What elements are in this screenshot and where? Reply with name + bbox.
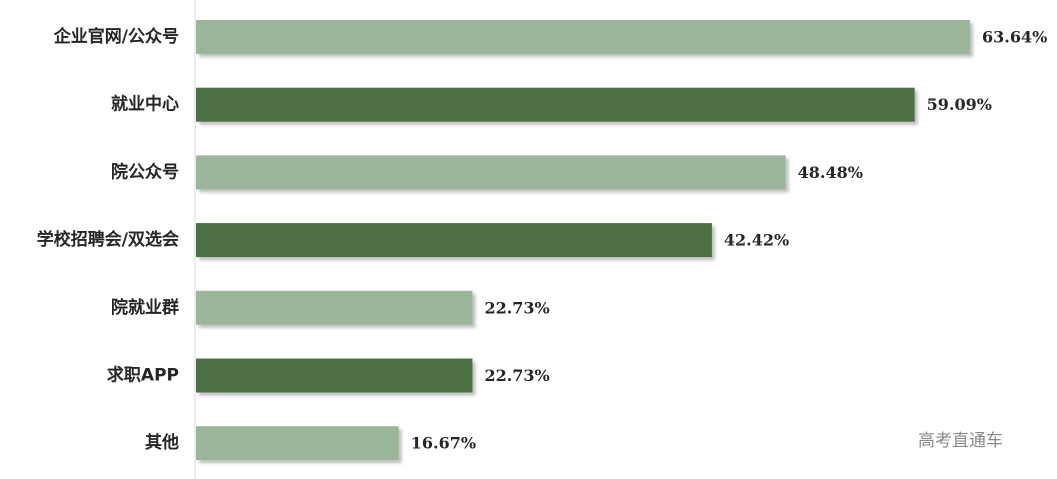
bar-2 xyxy=(196,155,786,190)
category-label-5: 求职APP xyxy=(107,365,179,386)
bar-5 xyxy=(196,358,473,393)
bar-0 xyxy=(196,20,970,54)
value-label-3: 42.42% xyxy=(724,231,789,250)
bar-3 xyxy=(196,223,712,258)
bars-group: 企业官网/公众号 63.64% 就业中心 59.09% 院公众号 48.48% 学校招聘会/… xyxy=(37,20,1047,461)
value-label-4: 22.73% xyxy=(484,298,549,317)
value-label-0: 63.64% xyxy=(982,28,1047,47)
category-label-3: 学校招聘会/双选会 xyxy=(37,229,179,250)
category-label-6: 其他 xyxy=(145,432,179,453)
value-label-1: 59.09% xyxy=(927,95,992,114)
category-label-2: 院公众号 xyxy=(111,161,179,182)
category-label-0: 企业官网/公众号 xyxy=(53,26,179,47)
category-label-1: 就业中心 xyxy=(111,94,179,115)
bar-4 xyxy=(196,290,473,325)
value-label-5: 22.73% xyxy=(484,366,549,385)
value-label-6: 16.67% xyxy=(411,434,476,453)
watermark-text: 高考直通车 xyxy=(918,431,1003,451)
category-label-4: 院就业群 xyxy=(111,297,179,318)
bar-6 xyxy=(196,426,399,461)
value-label-2: 48.48% xyxy=(798,163,863,182)
bar-1 xyxy=(196,87,915,122)
